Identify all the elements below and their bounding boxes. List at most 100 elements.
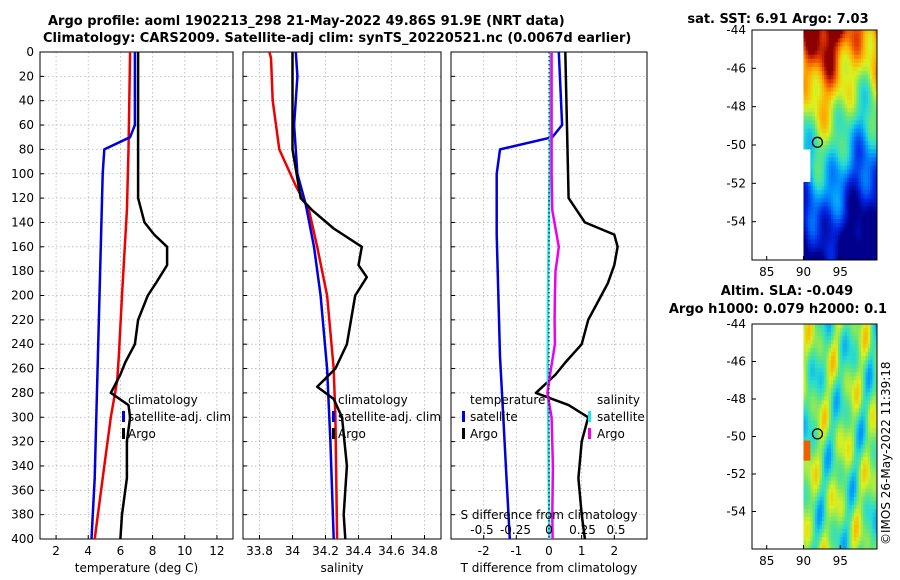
sla-map-cell (863, 408, 866, 413)
sla-map-cell (828, 536, 832, 542)
sla-map-cell (805, 336, 809, 341)
sla-map-cell (803, 484, 807, 490)
sst-map-cell (854, 255, 857, 260)
sst-map-cell (821, 247, 825, 253)
sst-map-cell (840, 79, 843, 84)
sla-map-cell (828, 348, 832, 353)
sla-map-cell (812, 524, 816, 530)
sst-map-cell (847, 243, 850, 249)
sla-map-cell (831, 404, 834, 409)
sst-map-cell (856, 218, 860, 224)
sla-map-cell (835, 544, 839, 549)
sst-map-cell (821, 235, 825, 240)
sst-map-cell (849, 169, 853, 175)
sst-map-cell (805, 103, 809, 109)
sst-map-cell (872, 198, 876, 203)
sst-map-cell (858, 231, 862, 236)
sst-map-cell (870, 42, 873, 47)
sst-map-cell (856, 210, 860, 216)
sla-map-cell (867, 340, 871, 345)
sla-map-cell (874, 428, 877, 433)
sla-map-cell (840, 380, 843, 385)
sst-map-cell (835, 157, 839, 162)
sst-map-cell (856, 87, 860, 93)
sst-map-cell (810, 247, 814, 253)
sst-map-cell (851, 95, 855, 101)
sst-map-cell (865, 30, 869, 35)
sst-map-cell (872, 206, 876, 212)
sla-map-cell (870, 336, 873, 341)
sla-map-cell (833, 392, 837, 397)
sst-map-cell (856, 38, 860, 43)
sla-map-cell (849, 408, 853, 413)
sst-map-cell (874, 71, 877, 76)
sst-map-cell (854, 247, 857, 253)
sla-map-cell (870, 340, 873, 345)
sla-map-cell (872, 456, 876, 462)
sst-map-cell (831, 181, 834, 187)
sla-map-cell (835, 504, 839, 510)
sla-map-cell (821, 436, 825, 441)
sst-map-cell (821, 120, 825, 125)
sst-map-cell (858, 83, 862, 88)
sst-map-cell (817, 218, 820, 224)
sla-map-cell (819, 364, 823, 369)
sla-map-cell (842, 348, 846, 353)
sla-map-cell (867, 392, 871, 397)
sla-map-cell (865, 340, 869, 345)
sla-map-cell (814, 428, 818, 433)
sla-map-cell (863, 508, 866, 514)
sst-map-cell (851, 169, 855, 175)
sla-map-cell (805, 348, 809, 353)
sla-map-cell (803, 408, 807, 413)
sla-map-cell (824, 412, 827, 417)
sla-map-title-line2: Argo h1000: 0.079 h2000: 0.1 (669, 302, 887, 317)
sst-map-cell (844, 149, 848, 154)
sla-map-cell (810, 440, 814, 445)
sla-map-cell (812, 544, 816, 549)
sla-map-cell (867, 496, 871, 502)
sst-map-cell (828, 194, 832, 199)
sst-map-cell (842, 190, 846, 195)
sst-map-cell (851, 194, 855, 199)
sla-map-cell (858, 396, 862, 401)
sst-map-cell (837, 149, 841, 154)
sst-map-cell (837, 194, 841, 199)
sst-map-cell (872, 239, 876, 244)
sst-map-cell (828, 235, 832, 240)
sla-map-cell (814, 380, 818, 385)
sla-map-cell (865, 368, 869, 373)
sla-map-cell (874, 372, 877, 377)
sla-map-cell (865, 440, 869, 445)
sla-map-cell (837, 544, 841, 549)
sla-map-cell (824, 524, 827, 530)
sla-map-cell (870, 492, 873, 498)
sst-map-cell (814, 75, 818, 80)
sla-map-cell (863, 396, 866, 401)
sst-map-cell (833, 239, 837, 244)
sla-map-cell (821, 512, 825, 518)
sst-map-cell (844, 30, 848, 35)
sst-map-cell (814, 50, 818, 56)
sla-map-cell (842, 384, 846, 389)
sla-map-cell (842, 444, 846, 449)
sla-map-cell (849, 400, 853, 405)
sst-map-cell (810, 62, 814, 68)
sla-map-cell (814, 372, 818, 377)
sst-map-cell (837, 46, 841, 51)
sla-map-cell (833, 532, 837, 538)
sst-map-cell (821, 231, 825, 236)
sst-map-cell (870, 251, 873, 257)
sst-map-cell (844, 103, 848, 109)
sla-map-cell (854, 536, 857, 542)
sst-map-cell (854, 38, 857, 43)
sst-map-cell (819, 38, 823, 43)
sla-map-cell (849, 460, 853, 466)
sla-map-cell (833, 508, 837, 514)
sst-map-cell (826, 165, 830, 171)
sst-map-cell (863, 214, 866, 220)
sla-map-cell (863, 372, 866, 377)
sst-map-cell (874, 243, 877, 249)
sst-map-cell (856, 161, 860, 166)
sst-map-cell (854, 46, 857, 51)
